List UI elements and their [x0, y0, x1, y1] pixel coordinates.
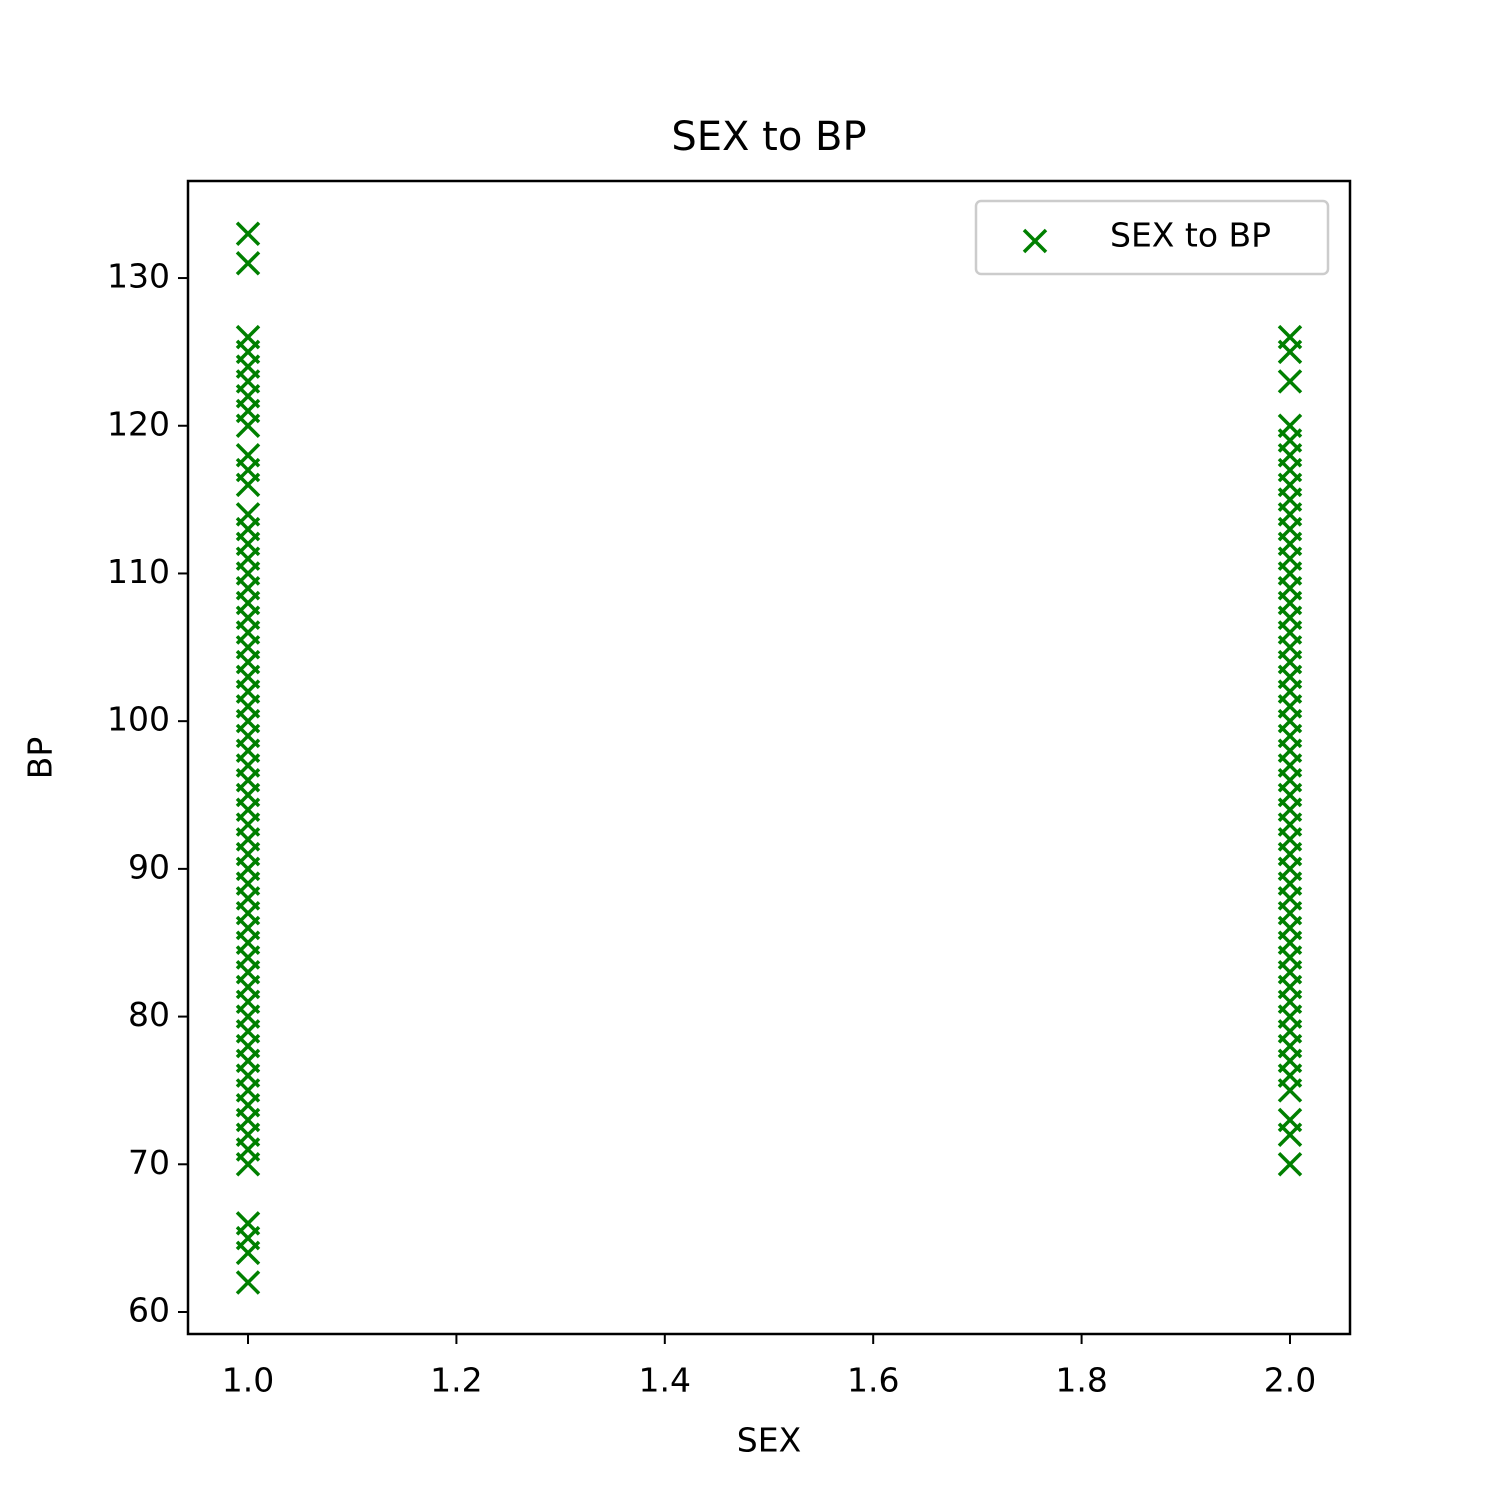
x-tick-label: 1.6: [847, 1361, 899, 1400]
y-tick-label: 60: [128, 1290, 170, 1329]
plot-frame: [186, 179, 1352, 1336]
x-tick-label: 2.0: [1264, 1361, 1316, 1400]
x-tick-label: 1.8: [1055, 1361, 1107, 1400]
data-point: [235, 472, 261, 498]
data-point: [235, 413, 261, 438]
y-tick-label: 90: [128, 847, 170, 886]
x-tick-label: 1.0: [222, 1361, 274, 1400]
legend-box: [974, 199, 1330, 276]
y-tick-label: 130: [107, 257, 170, 296]
data-point: [235, 1270, 261, 1295]
data-point: [235, 1152, 261, 1177]
data-point: [1277, 1078, 1303, 1103]
legend-label: SEX to BP: [1110, 216, 1271, 255]
data-point: [235, 251, 261, 276]
data-point: [235, 1240, 261, 1266]
x-axis-label: SEX: [737, 1421, 801, 1460]
data-point: [1277, 1122, 1303, 1147]
y-axis-label: BP: [21, 737, 60, 780]
chart-title: SEX to BP: [671, 114, 866, 160]
legend-marker: [1022, 228, 1048, 254]
data-point: [1277, 339, 1303, 365]
data-point: [1277, 369, 1303, 394]
data-point: [235, 221, 261, 246]
x-tick-label: 1.4: [639, 1361, 691, 1400]
y-tick-label: 120: [107, 404, 170, 443]
y-tick-label: 110: [107, 552, 170, 591]
y-tick-label: 100: [107, 700, 170, 739]
y-tick-label: 70: [128, 1143, 170, 1182]
x-tick-label: 1.2: [430, 1361, 482, 1400]
y-tick-label: 80: [128, 995, 170, 1034]
data-point: [1277, 1152, 1303, 1177]
